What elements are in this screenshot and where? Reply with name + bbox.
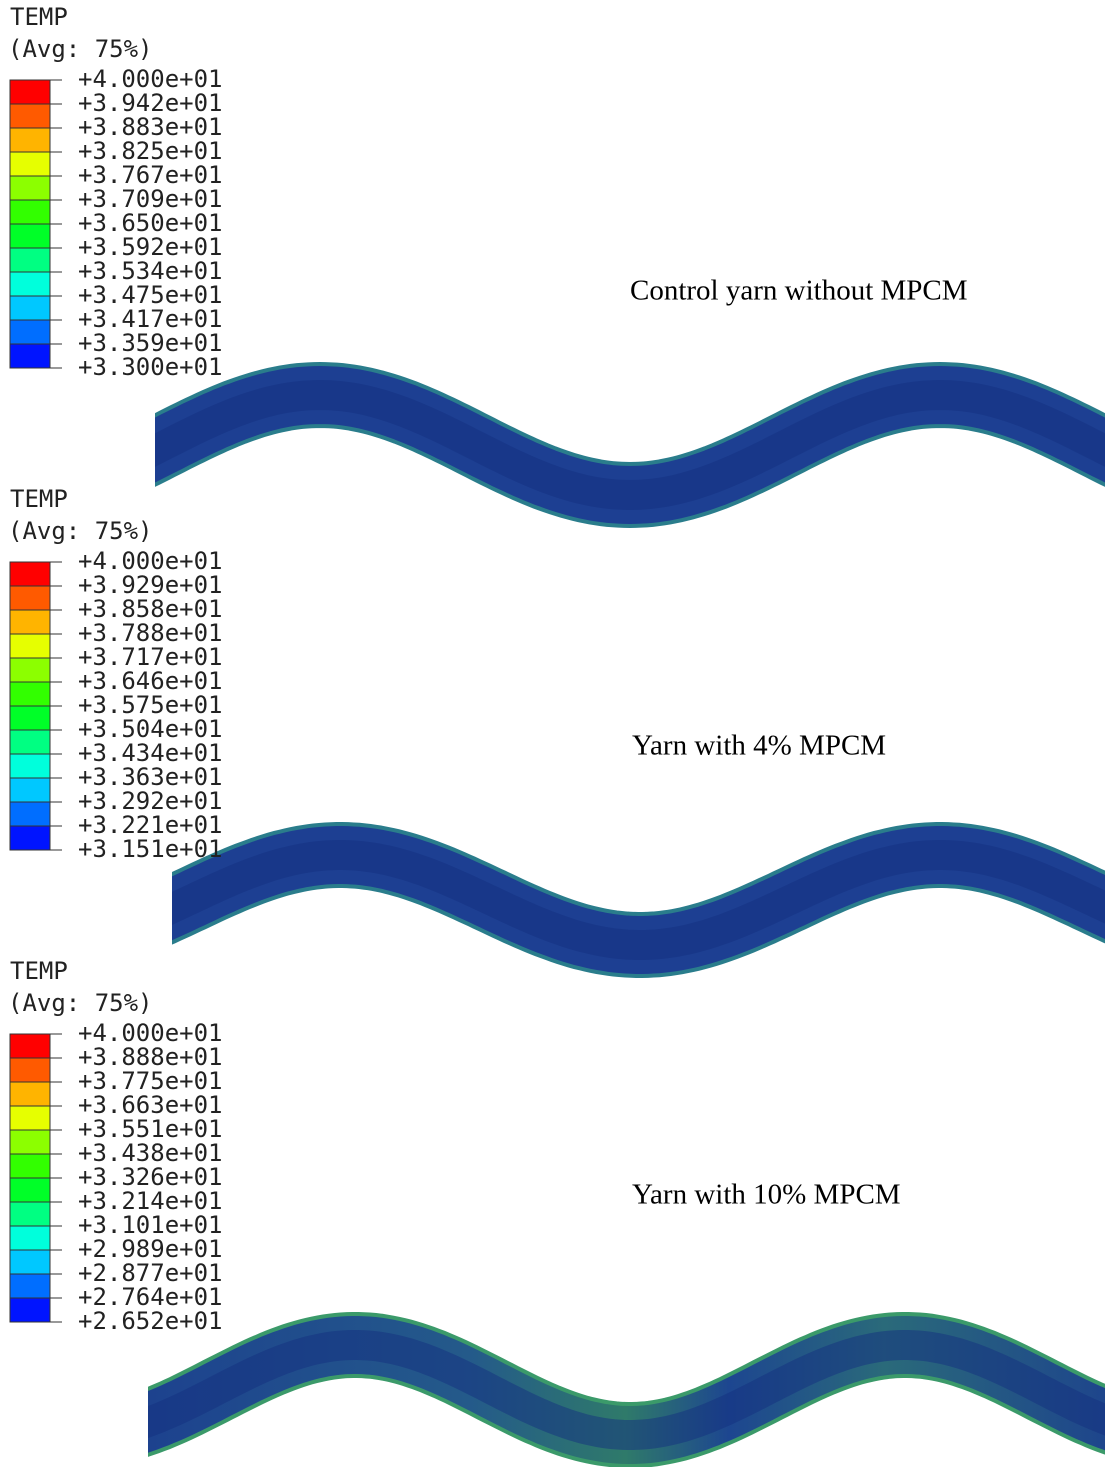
legend-title: TEMP (10, 485, 68, 513)
legend-band (10, 706, 50, 730)
legend-band (10, 1058, 50, 1082)
legend-band (10, 1202, 50, 1226)
legend-band (10, 1250, 50, 1274)
legend-subtitle: (Avg: 75%) (8, 517, 153, 545)
legend-band (10, 1034, 50, 1058)
legend-band (10, 1298, 50, 1322)
legend-band (10, 200, 50, 224)
legend-band (10, 176, 50, 200)
caption: Yarn with 4% MPCM (632, 730, 886, 762)
yarn (115, 395, 1105, 495)
legend-band (10, 562, 50, 586)
legend-band (10, 1106, 50, 1130)
legend-band (10, 272, 50, 296)
legend-title: TEMP (10, 957, 68, 985)
legend-label: +2.652e+01 (78, 1307, 223, 1335)
legend-band (10, 296, 50, 320)
legend-label: +3.151e+01 (78, 835, 223, 863)
legend-band (10, 754, 50, 778)
legend-band (10, 586, 50, 610)
panel: TEMP(Avg: 75%)+4.000e+01+3.929e+01+3.858… (8, 485, 1105, 945)
legend-title: TEMP (10, 3, 68, 31)
legend-band (10, 802, 50, 826)
legend-band (10, 248, 50, 272)
legend-band (10, 1178, 50, 1202)
legend-band (10, 344, 50, 368)
legend-band (10, 1082, 50, 1106)
legend-band (10, 1130, 50, 1154)
legend-band (10, 320, 50, 344)
legend-band (10, 634, 50, 658)
yarn (108, 1345, 1105, 1435)
yarn-core (115, 395, 1105, 495)
legend-band (10, 224, 50, 248)
panel: TEMP(Avg: 75%)+4.000e+01+3.942e+01+3.883… (8, 3, 1105, 495)
legend-label: +3.300e+01 (78, 353, 223, 381)
legend-band (10, 778, 50, 802)
legend-band (10, 1226, 50, 1250)
legend-band (10, 104, 50, 128)
legend-band (10, 610, 50, 634)
yarn-core (132, 855, 1105, 945)
caption: Control yarn without MPCM (630, 275, 968, 307)
legend-band (10, 152, 50, 176)
legend-band (10, 1154, 50, 1178)
legend-band (10, 826, 50, 850)
legend-band (10, 80, 50, 104)
panel: TEMP(Avg: 75%)+4.000e+01+3.888e+01+3.775… (8, 957, 1105, 1435)
legend-band (10, 1274, 50, 1298)
legend-band (10, 658, 50, 682)
figure: TEMP(Avg: 75%)+4.000e+01+3.942e+01+3.883… (0, 0, 1105, 1467)
legend-band (10, 128, 50, 152)
legend-band (10, 730, 50, 754)
legend-subtitle: (Avg: 75%) (8, 989, 153, 1017)
legend-subtitle: (Avg: 75%) (8, 35, 153, 63)
yarn (132, 855, 1105, 945)
caption: Yarn with 10% MPCM (632, 1179, 901, 1211)
legend-band (10, 682, 50, 706)
